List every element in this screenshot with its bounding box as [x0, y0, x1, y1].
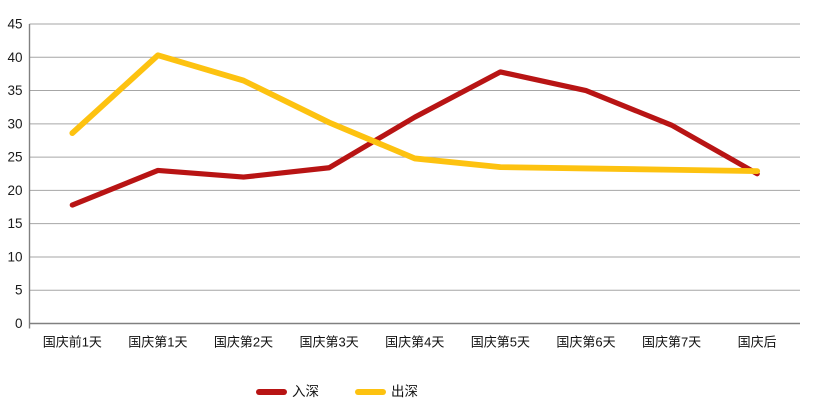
legend-label-rushen: 入深 — [292, 384, 319, 399]
legend-item-chushen: 出深 — [355, 385, 418, 399]
chart-legend: 入深 出深 — [256, 385, 418, 399]
x-tick-label-4: 国庆第4天 — [385, 335, 444, 350]
y-tick-label-20: 20 — [7, 183, 22, 198]
y-tick-label-0: 0 — [15, 316, 23, 331]
legend-marker-red — [256, 388, 287, 395]
legend-item-rushen: 入深 — [256, 385, 319, 399]
legend-marker-yellow — [355, 388, 386, 395]
series-line-出深 — [69, 52, 761, 174]
x-tick-label-3: 国庆第3天 — [300, 335, 359, 350]
y-tick-label-40: 40 — [7, 50, 22, 65]
x-tick-label-2: 国庆第2天 — [214, 335, 273, 350]
y-tick-label-15: 15 — [7, 216, 22, 231]
x-tick-label-6: 国庆第6天 — [556, 335, 615, 350]
y-tick-label-5: 5 — [15, 283, 23, 298]
x-tick-label-7: 国庆第7天 — [642, 335, 701, 350]
legend-label-chushen: 出深 — [391, 384, 418, 399]
x-tick-label-8: 国庆后 — [738, 335, 777, 350]
x-tick-label-1: 国庆第1天 — [128, 335, 187, 350]
y-tick-label-10: 10 — [7, 249, 22, 264]
y-tick-label-45: 45 — [7, 17, 22, 32]
y-tick-label-35: 35 — [7, 83, 22, 98]
series-line-入深 — [69, 69, 760, 208]
y-tick-label-30: 30 — [7, 116, 22, 131]
x-tick-label-5: 国庆第5天 — [471, 335, 530, 350]
y-tick-label-25: 25 — [7, 150, 22, 165]
x-tick-label-0: 国庆前1天 — [43, 335, 102, 350]
